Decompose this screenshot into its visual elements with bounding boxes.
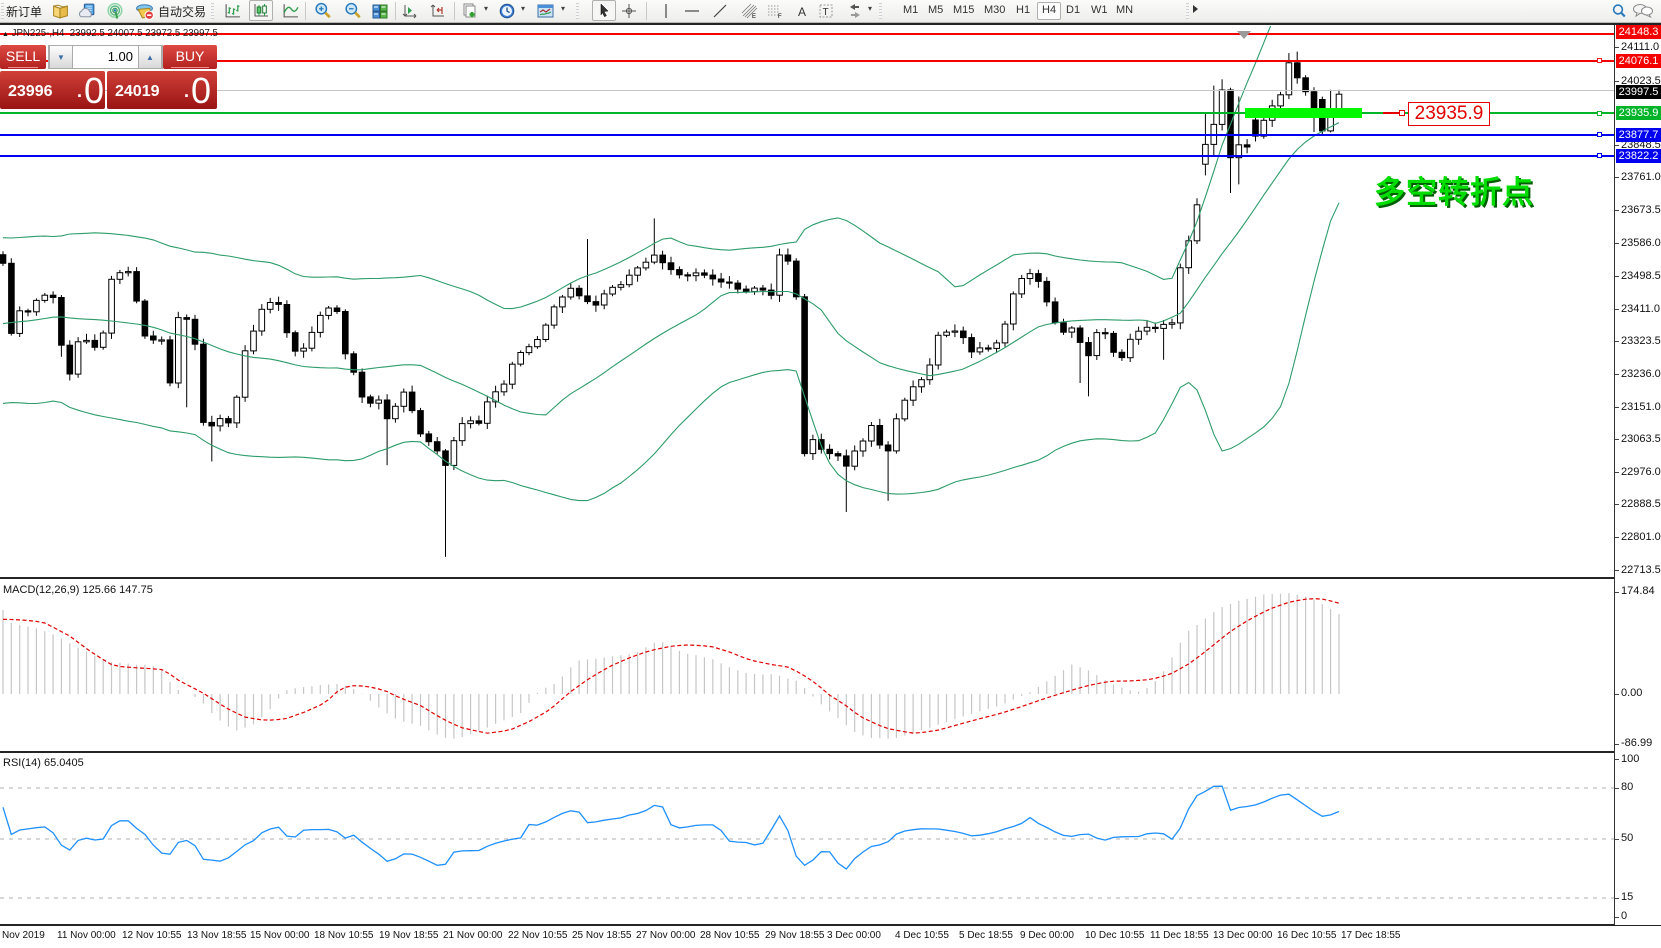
svg-text:A: A	[798, 5, 806, 19]
svg-text:F: F	[778, 14, 782, 19]
svg-text:E: E	[752, 14, 756, 19]
svg-text:T: T	[823, 7, 829, 18]
